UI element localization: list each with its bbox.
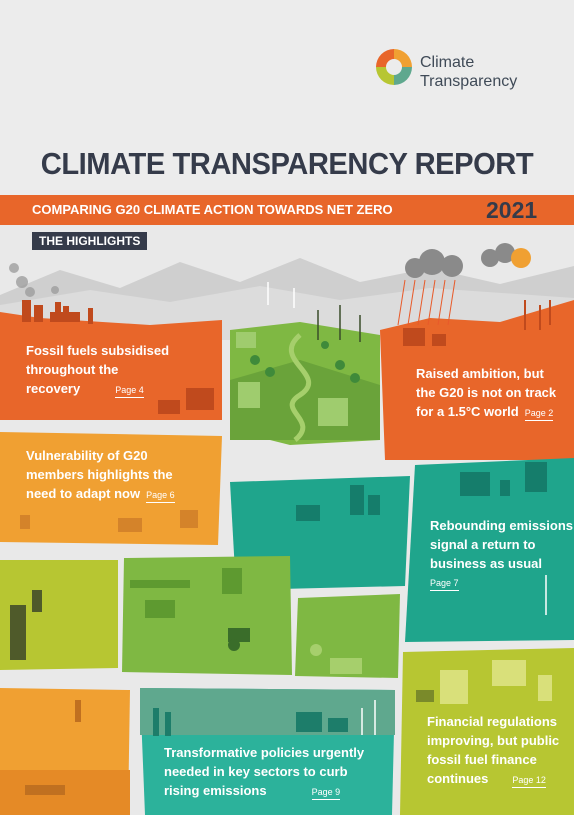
highlight-line: Vulnerability of G20 — [26, 448, 148, 463]
highlight-line: for a 1.5°C world Page 2 — [416, 402, 574, 423]
highlight-line: Transformative policies urgently — [164, 745, 365, 760]
highlight-line: needed in key sectors to curb — [164, 764, 348, 779]
logo-wordmark: Climate Transparency — [420, 53, 517, 91]
page-link[interactable]: Page 9 — [311, 787, 341, 800]
highlight-transformative-policies[interactable]: Transformative policies urgently needed … — [164, 743, 394, 802]
highlight-vulnerability[interactable]: Vulnerability of G20 members highlights … — [26, 446, 218, 505]
highlight-line: fossil fuel finance — [427, 752, 537, 767]
highlight-raised-ambition[interactable]: Raised ambition, but the G20 is not on t… — [416, 364, 574, 423]
logo-line-2: Transparency — [420, 73, 518, 90]
highlight-financial-regulations[interactable]: Financial regulations improving, but pub… — [427, 712, 573, 790]
page-link[interactable]: Page 7 — [430, 578, 459, 591]
highlight-line: Raised ambition, but — [416, 366, 544, 381]
highlight-line: recovery Page 4 — [26, 379, 216, 400]
highlight-line: need to adapt now Page 6 — [26, 484, 218, 505]
highlight-line: continues Page 12 — [427, 769, 573, 790]
page-link[interactable]: Page 4 — [115, 385, 144, 398]
highlight-line-text: continues — [427, 771, 489, 786]
highlight-line: throughout the — [26, 362, 119, 377]
highlight-line: Fossil fuels subsidised — [26, 343, 170, 358]
sun-icon — [511, 248, 531, 268]
highlight-rebounding-emissions[interactable]: Rebounding emissions signal a return to … — [430, 516, 574, 591]
report-subtitle: COMPARING G20 CLIMATE ACTION TOWARDS NET… — [32, 202, 393, 217]
highlight-line: rising emissions Page 9 — [164, 781, 394, 802]
page-link[interactable]: Page 12 — [512, 775, 546, 788]
highlight-line-text: for a 1.5°C world — [416, 404, 519, 419]
highlight-line-text: need to adapt now — [26, 486, 141, 501]
highlight-line-text: rising emissions — [164, 783, 267, 798]
factory-icon — [22, 300, 93, 324]
climate-transparency-logo-icon — [376, 49, 412, 85]
page-link[interactable]: Page 2 — [524, 408, 554, 421]
highlight-line: Rebounding emissions — [430, 518, 574, 533]
highlight-line: signal a return to — [430, 537, 536, 552]
section-label: THE HIGHLIGHTS — [32, 232, 148, 250]
page-link[interactable]: Page 6 — [146, 490, 175, 503]
report-year: 2021 — [486, 197, 538, 223]
tractor-icon — [228, 628, 250, 651]
storm-cloud-icon — [405, 243, 515, 278]
highlight-line-text: recovery — [26, 381, 81, 396]
highlight-line: Financial regulations — [427, 714, 558, 729]
logo-line-1: Climate — [420, 54, 475, 71]
highlight-line: improving, but public — [427, 733, 560, 748]
subtitle-banner — [0, 195, 574, 225]
report-title: CLIMATE TRANSPARENCY REPORT — [40, 146, 534, 181]
highlight-line: business as usual — [430, 556, 542, 571]
highlight-fossil-fuels[interactable]: Fossil fuels subsidised throughout the r… — [26, 341, 216, 400]
highlight-line: the G20 is not on track — [416, 385, 557, 400]
highlight-line: members highlights the — [26, 467, 173, 482]
